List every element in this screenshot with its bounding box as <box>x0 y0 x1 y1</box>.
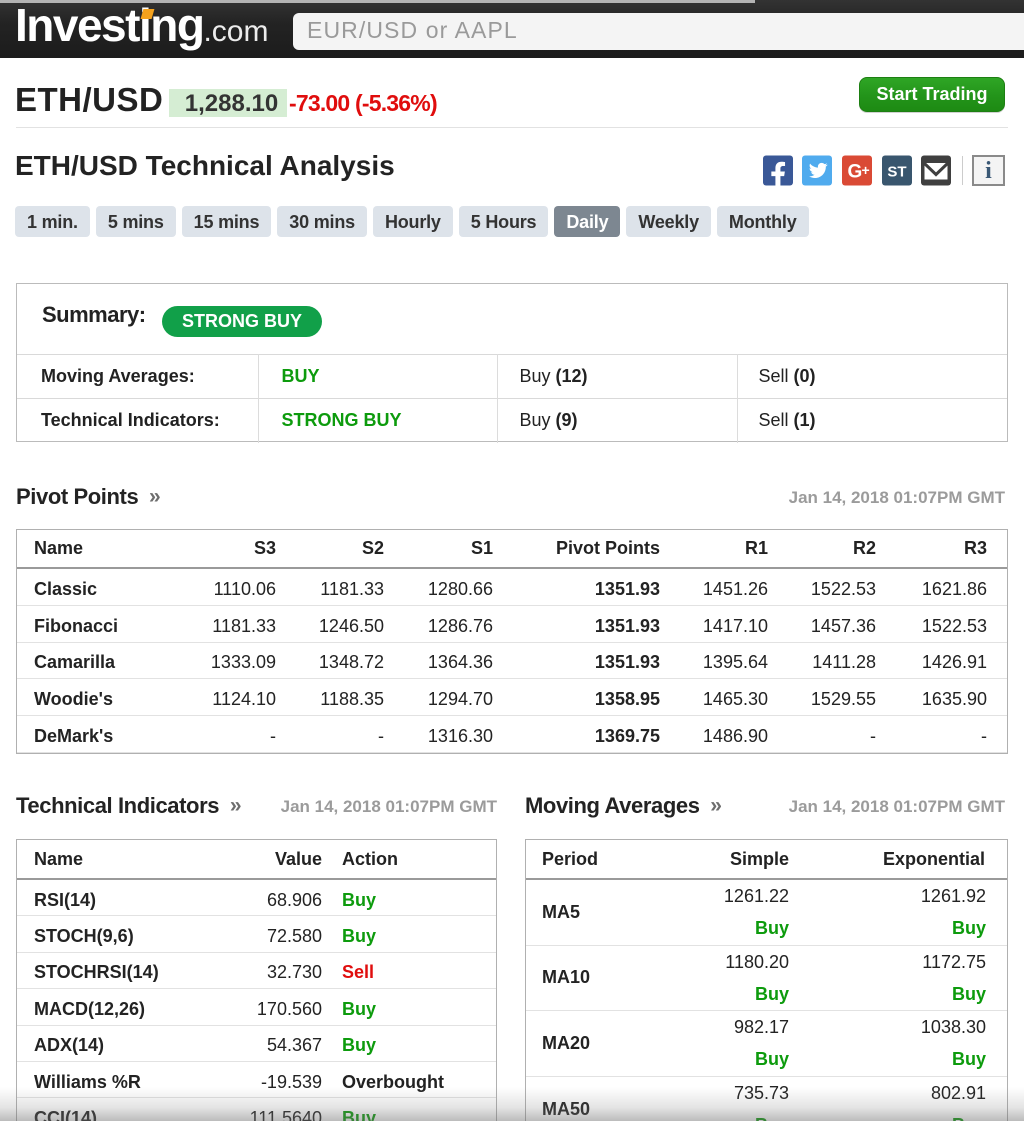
svg-text:+: + <box>862 162 870 178</box>
svg-text:ST: ST <box>887 164 906 181</box>
svg-text:G: G <box>848 162 863 183</box>
